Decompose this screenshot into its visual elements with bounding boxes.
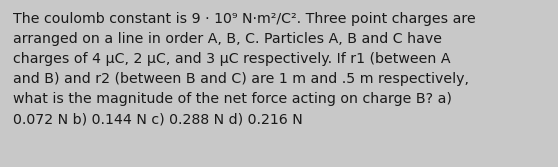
Text: The coulomb constant is 9 · 10⁹ N·m²/C². Three point charges are
arranged on a l: The coulomb constant is 9 · 10⁹ N·m²/C².… — [13, 12, 476, 126]
